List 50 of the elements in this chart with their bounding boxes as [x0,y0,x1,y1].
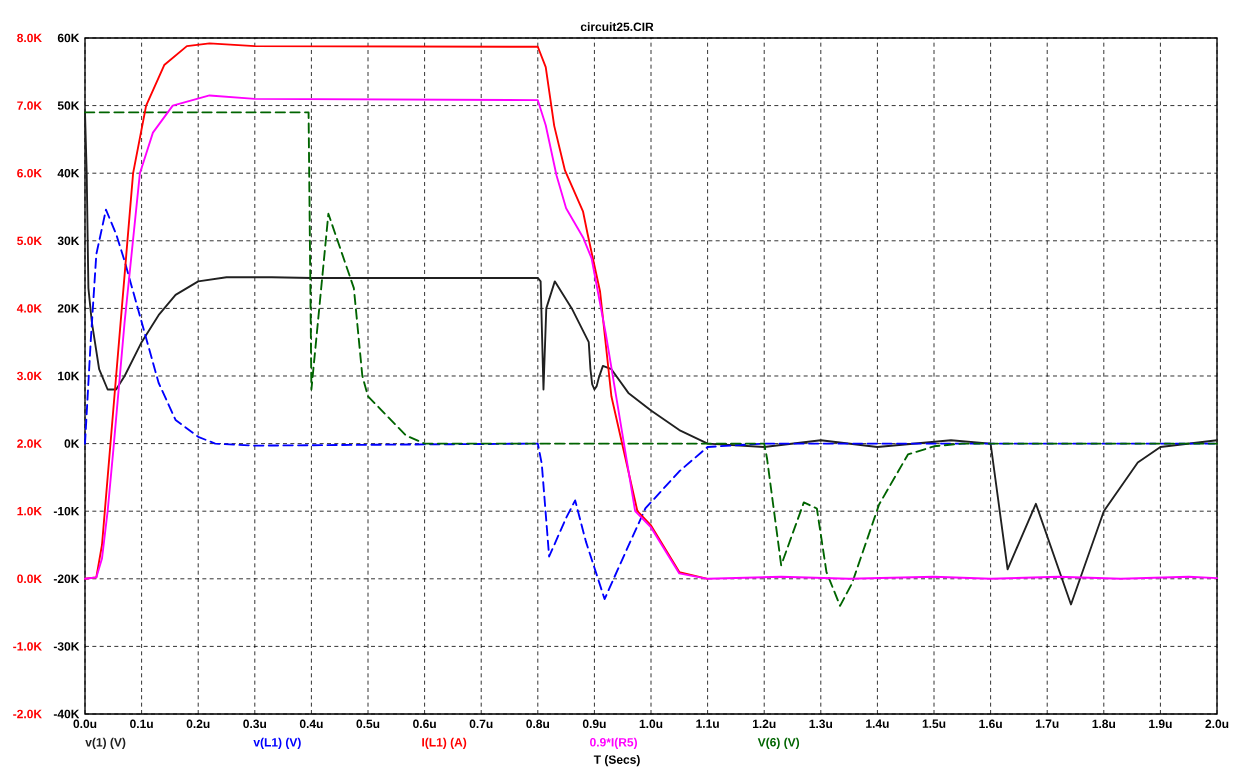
y2-tick-label: 1.0K [17,506,42,516]
x-tick-label: 1.3u [809,719,833,729]
y2-tick-label: 4.0K [16,304,42,313]
y-tick-label: 0K [64,439,80,448]
x-tick-label: 0.1u [130,719,153,729]
y2-tick-label: 3.0K [16,371,42,381]
y2-tick-label: 0.0K [17,574,42,584]
y-tick-label: -30K [53,642,80,651]
x-axis-title: T (Secs) [593,755,640,767]
y-tick-label: 60K [57,33,80,43]
y-tick-label: 10K [58,371,80,381]
text: 0.9*I(R5) [590,737,637,749]
x-tick-label: 0.9u [582,719,606,729]
y-tick-label: -10K [53,506,80,516]
x-tick-label: 1.6u [979,719,1002,729]
x-tick-label: 0.0u [73,719,97,729]
x-tick-label: 0.5u [356,719,380,729]
text: I(L1) (A) [422,737,467,749]
x-tick-label: 1.1u [696,719,719,728]
x-tick-label: 1.9u [1149,719,1172,729]
x-tick-label: 2.0u [1205,719,1229,729]
y-tick-label: -20K [53,574,80,584]
y-tick-label: 50K [57,101,80,110]
x-tick-label: 1.0u [639,719,663,729]
y-tick-label: 40K [57,168,80,178]
y2-tick-label: -2.0K [13,709,42,719]
y-tick-label: 20K [57,304,80,313]
x-tick-label: 1.8u [1092,719,1116,729]
x-tick-label: 0.6u [413,719,436,729]
y2-tick-label: 5.0K [17,236,42,246]
text: v(L1) (V) [253,737,301,749]
x-tick-label: 0.8u [526,719,550,729]
x-tick-label: 0.4u [299,719,323,729]
x-tick-label: 1.2u [752,719,776,729]
x-tick-label: 0.2u [186,719,210,729]
y-tick-label: -40K [53,709,80,719]
x-tick-label: 0.7u [469,719,493,729]
chart-title: circuit25.CIR [580,22,654,32]
y-tick-label: 30K [57,236,80,246]
y2-tick-label: -1.0K [13,642,42,651]
y2-tick-label: 2.0K [17,439,42,448]
x-tick-label: 0.3u [243,719,267,729]
x-tick-label: 1.7u [1035,719,1059,728]
y2-tick-label: 6.0K [17,168,42,178]
text: V(6) (V) [757,737,800,749]
y2-tick-label: 7.0K [17,101,42,110]
x-tick-label: 1.5u [922,719,946,728]
text: v(1) (V) [85,737,126,749]
y2-tick-label: 8.0K [17,33,42,43]
x-tick-label: 1.4u [866,719,889,728]
